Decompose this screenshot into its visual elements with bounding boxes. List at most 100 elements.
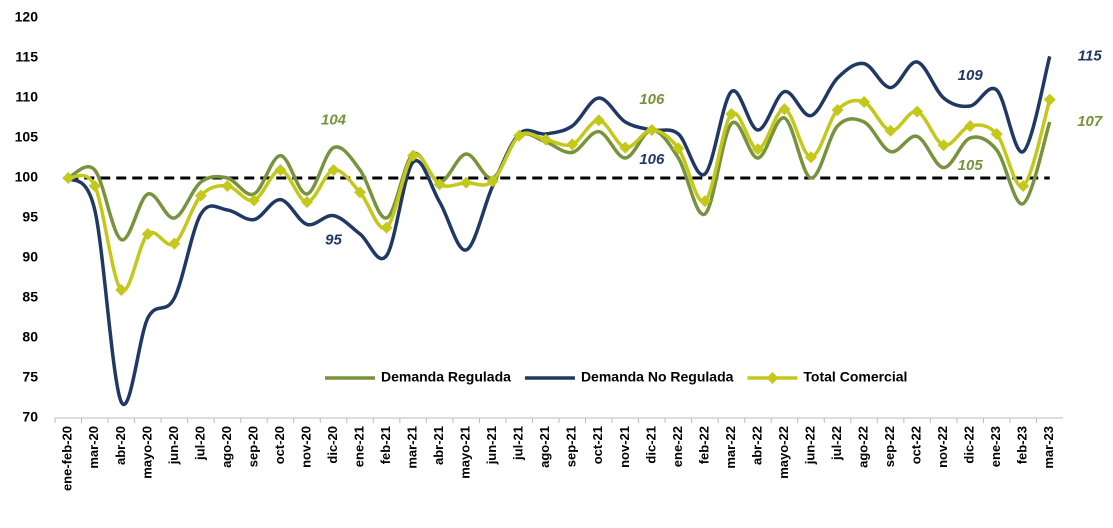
y-tick-label: 100 [15,169,39,185]
x-tick-label: mar-20 [86,426,101,469]
y-tick-label: 85 [22,289,38,305]
marker [778,103,791,116]
marker [88,180,101,192]
marker [672,142,685,155]
x-tick-label: feb-23 [1015,426,1030,464]
marker [486,175,499,188]
x-tick-label: nov-20 [298,426,313,468]
value-label: 106 [639,91,665,108]
marker [62,172,75,184]
series-line [67,116,1052,242]
legend-label: Total Comercial [803,369,907,385]
x-tick-label: sep-22 [882,426,897,467]
marker [619,141,632,154]
marker [327,164,340,176]
x-tick-label: jul-22 [829,426,844,461]
x-tick-label: jul-20 [192,426,207,461]
series-line [66,55,1052,407]
marker [805,151,817,164]
marker [194,189,207,202]
marker [858,96,871,108]
marker [460,176,473,189]
marker [884,124,897,137]
x-tick-label: sep-20 [245,426,260,467]
x-tick-label: oct-20 [272,426,287,464]
marker [566,138,579,151]
series-line [67,98,1052,293]
marker [990,128,1003,140]
x-tick-label: nov-22 [935,426,950,468]
y-tick-label: 115 [15,49,38,65]
x-tick-label: mayo-20 [139,426,154,479]
value-label: 104 [321,112,347,129]
x-tick-label: abr-21 [431,426,446,465]
y-tick-label: 95 [22,209,38,225]
marker [274,164,287,176]
x-tick-label: ago-22 [855,426,870,468]
x-tick-label: ene-23 [988,426,1003,467]
y-tick-label: 90 [22,249,38,265]
x-tick-label: ago-21 [537,426,552,468]
x-tick-label: mar-23 [1041,426,1056,469]
x-tick-label: dic-20 [325,426,340,464]
legend-marker [766,372,779,384]
x-tick-label: ago-20 [219,426,234,468]
marker [911,105,924,118]
marker [168,237,181,250]
value-label: 95 [325,232,342,249]
value-label: 115 [1078,47,1103,64]
y-tick-label: 120 [15,9,39,25]
legend-label: Demanda No Regulada [581,369,734,385]
x-tick-label: mar-21 [405,426,420,469]
x-tick-label: jun-21 [484,426,499,465]
marker [725,108,738,120]
y-tick-label: 110 [15,89,38,105]
x-tick-label: jun-20 [166,426,181,465]
x-tick-label: mar-22 [723,426,738,469]
x-tick-label: feb-21 [378,426,393,464]
x-tick-label: abr-20 [113,426,128,465]
x-tick-label: dic-21 [643,426,658,464]
x-tick-label: mayo-21 [458,426,473,479]
x-tick-label: nov-21 [617,426,632,468]
x-tick-label: ene-21 [351,426,366,467]
marker [964,120,977,132]
y-tick-label: 80 [22,329,38,345]
y-tick-label: 70 [22,409,38,425]
marker [1017,180,1030,192]
marker [221,180,234,192]
marker [141,228,154,240]
x-tick-label: jul-21 [511,426,526,461]
x-tick-label: ene-22 [670,426,685,467]
x-tick-label: oct-21 [590,426,605,464]
x-tick-label: sep-21 [564,426,579,467]
x-tick-label: jun-22 [802,426,817,465]
x-tick-label: abr-22 [749,426,764,465]
x-tick-label: dic-22 [962,426,977,464]
marker [592,114,605,127]
marker [433,178,446,191]
y-tick-label: 75 [22,369,38,385]
marker [539,133,552,146]
legend-label: Demanda Regulada [381,369,511,385]
marker [247,194,260,207]
x-tick-label: ene-feb-20 [60,426,75,491]
marker [301,196,313,208]
marker [698,195,711,208]
marker [751,143,764,156]
value-label: 105 [958,157,984,174]
y-tick-label: 105 [15,129,39,145]
marker [937,139,950,152]
value-label: 107 [1077,113,1103,130]
marker [513,129,526,142]
x-tick-label: oct-22 [909,426,924,464]
marker [354,186,367,199]
x-tick-label: feb-22 [696,426,711,464]
value-label: 109 [958,67,984,84]
marker [1043,93,1056,106]
marker [115,284,128,296]
x-tick-label: mayo-22 [776,426,791,479]
marker [380,221,393,234]
value-label: 106 [639,151,665,168]
